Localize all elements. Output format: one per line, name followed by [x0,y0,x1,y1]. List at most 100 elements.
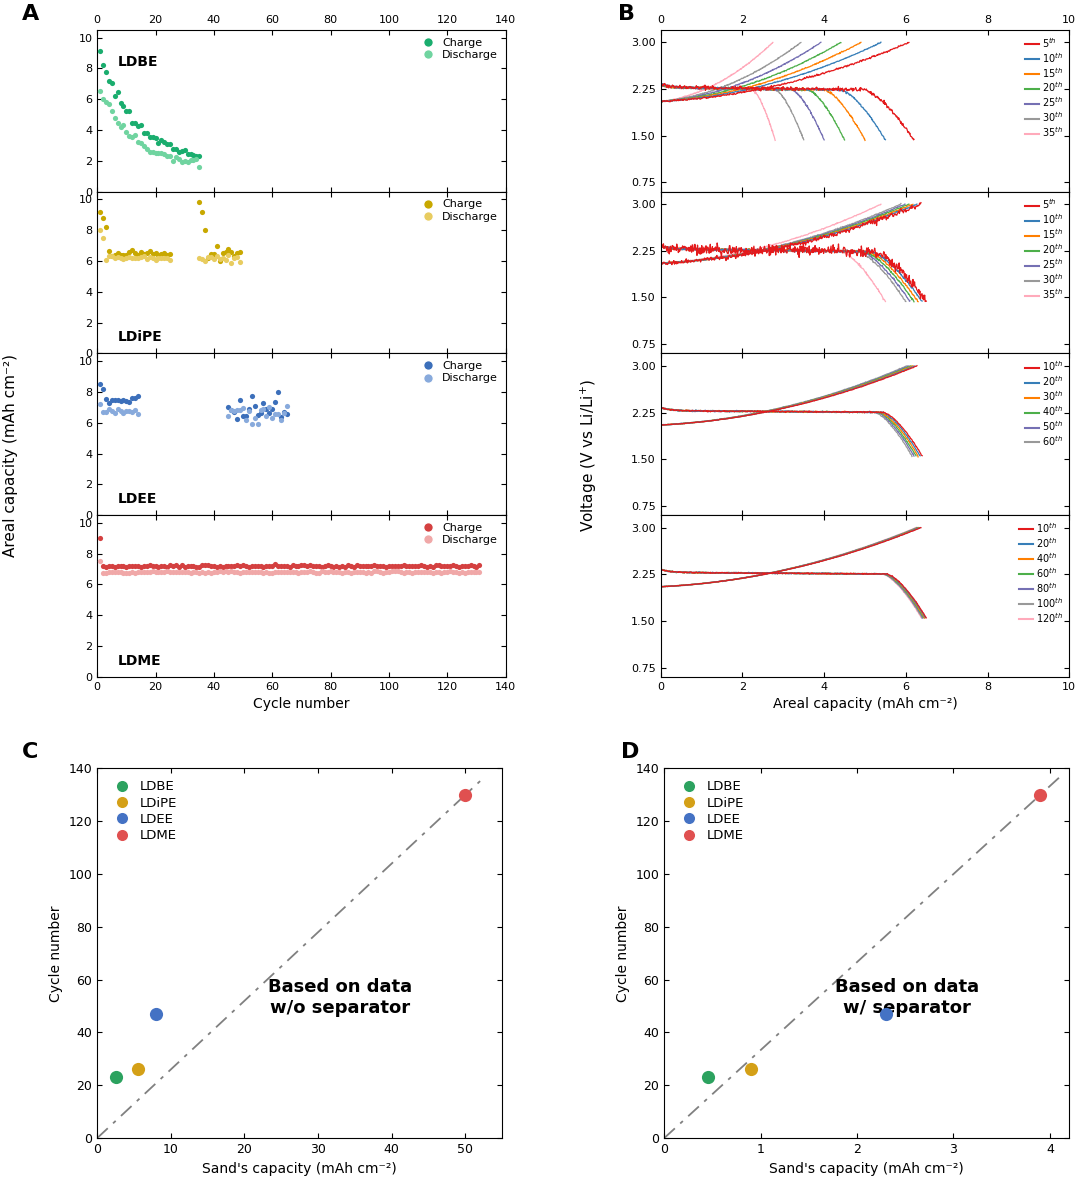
Point [313,557,330,576]
Point [289,563,307,582]
Point [275,557,293,576]
Point [249,563,267,582]
Point [92,41,109,60]
Point [118,557,135,576]
Point [462,556,480,575]
Point [112,117,130,137]
Point [112,556,130,575]
Text: Voltage (V vs Li/Li$^{+}$): Voltage (V vs Li/Li$^{+}$) [579,379,598,532]
Point [305,556,322,575]
Point [249,557,267,576]
Text: C: C [22,743,38,762]
Point [144,244,161,264]
Point [301,556,319,575]
Point [193,202,211,222]
Point [208,237,226,256]
Point [164,556,181,575]
Point [260,404,278,423]
Point [368,556,386,575]
Point [456,563,473,582]
Point [121,102,138,121]
Point [135,247,152,266]
Point [409,562,427,581]
Point [200,563,217,582]
Point [176,557,193,576]
Point [123,388,140,407]
Point [141,242,159,261]
Point [387,556,404,575]
Point [121,563,138,582]
Point [135,137,152,156]
Point [252,556,269,575]
Point [246,409,264,428]
Point [387,562,404,581]
Point [126,556,144,575]
Point [454,556,471,575]
Point [427,563,444,582]
Point [438,557,456,576]
Point [185,563,202,582]
Point [181,151,199,170]
Text: Based on data
w/o separator: Based on data w/o separator [268,979,413,1017]
Point [226,563,243,582]
Legend: LDBE, LDiPE, LDEE, LDME: LDBE, LDiPE, LDEE, LDME [671,775,750,847]
Point [214,557,231,576]
Point [246,556,264,575]
Point [281,557,298,576]
Point [109,391,126,410]
Point [133,115,150,134]
Point [258,406,275,425]
Point [123,557,140,576]
Point [159,562,176,581]
Point [188,558,205,577]
Point [351,563,368,582]
Point [380,556,397,575]
Point [222,401,240,420]
Point [104,557,121,576]
Point [138,139,156,158]
Point [389,562,406,581]
Point [464,563,482,582]
Point [97,563,114,582]
Point [348,563,365,582]
Point [255,399,272,418]
Point [97,403,114,422]
Point [392,557,409,576]
Point [185,150,202,169]
Legend: Charge, Discharge: Charge, Discharge [414,198,500,224]
Point [296,556,313,575]
Point [421,562,438,581]
Point [138,123,156,143]
Text: LDBE: LDBE [118,55,158,69]
Point [406,562,423,581]
Point [92,552,109,571]
Point [200,556,217,575]
Point [260,563,278,582]
Point [252,404,269,423]
Point [130,563,147,582]
Point [123,403,140,422]
Point [191,563,208,582]
Point [220,398,238,417]
Point [454,562,471,581]
Point [193,562,211,581]
Point [258,399,275,418]
Point [191,248,208,267]
Point [356,563,374,582]
Point [330,563,348,582]
Point [375,557,392,576]
Point [156,556,173,575]
Point [272,563,289,582]
Point [325,563,342,582]
Point [327,557,345,576]
Point [264,409,281,428]
Point [126,113,144,132]
Point [468,563,485,582]
Point [877,1004,894,1023]
Point [363,563,380,582]
Point [130,404,147,423]
Point [135,556,152,575]
Point [92,394,109,413]
Point [94,55,111,74]
Point [397,563,415,582]
